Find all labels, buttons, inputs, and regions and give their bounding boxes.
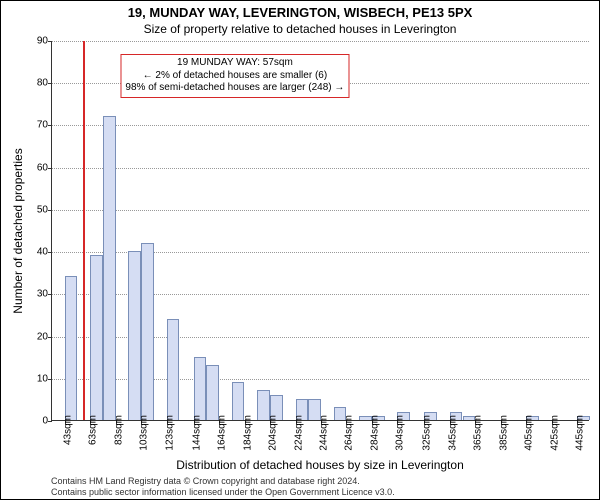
y-tick-mark <box>48 421 52 422</box>
grid-line <box>52 210 589 211</box>
y-axis-title: Number of detached properties <box>11 41 25 421</box>
x-tick-label: 83sqm <box>113 415 124 445</box>
y-tick-mark <box>48 41 52 42</box>
x-tick-label: 184sqm <box>242 415 253 451</box>
y-tick-mark <box>48 294 52 295</box>
page-title: 19, MUNDAY WAY, LEVERINGTON, WISBECH, PE… <box>1 5 599 20</box>
x-tick-label: 445sqm <box>575 415 586 451</box>
y-tick-mark <box>48 125 52 126</box>
x-tick-label: 405sqm <box>524 415 535 451</box>
x-tick-label: 264sqm <box>344 415 355 451</box>
x-tick-label: 103sqm <box>139 415 150 451</box>
histogram-bar <box>103 116 116 420</box>
x-tick-label: 385sqm <box>498 415 509 451</box>
x-tick-label: 63sqm <box>88 415 99 445</box>
histogram-bar <box>65 276 78 420</box>
y-tick-mark <box>48 168 52 169</box>
x-tick-label: 345sqm <box>447 415 458 451</box>
x-tick-label: 304sqm <box>395 415 406 451</box>
y-tick-label: 70 <box>24 120 48 131</box>
x-axis-title: Distribution of detached houses by size … <box>51 458 589 472</box>
footer-line-1: Contains HM Land Registry data © Crown c… <box>51 476 589 486</box>
grid-line <box>52 41 589 42</box>
property-marker-line <box>83 41 85 420</box>
footer-line-2: Contains public sector information licen… <box>51 487 589 497</box>
y-tick-label: 60 <box>24 162 48 173</box>
y-tick-mark <box>48 379 52 380</box>
y-tick-label: 0 <box>24 416 48 427</box>
histogram-bar <box>167 319 180 420</box>
grid-line <box>52 125 589 126</box>
x-tick-label: 123sqm <box>164 415 175 451</box>
x-tick-label: 365sqm <box>473 415 484 451</box>
x-tick-label: 164sqm <box>217 415 228 451</box>
annotation-line: 19 MUNDAY WAY: 57sqm <box>125 57 344 70</box>
footer: Contains HM Land Registry data © Crown c… <box>51 476 589 497</box>
grid-line <box>52 168 589 169</box>
y-tick-mark <box>48 83 52 84</box>
y-tick-label: 20 <box>24 331 48 342</box>
annotation-line: 98% of semi-detached houses are larger (… <box>125 82 344 95</box>
y-tick-mark <box>48 337 52 338</box>
annotation-box: 19 MUNDAY WAY: 57sqm← 2% of detached hou… <box>120 54 349 98</box>
histogram-bar <box>194 357 207 420</box>
y-tick-label: 80 <box>24 78 48 89</box>
y-tick-label: 10 <box>24 373 48 384</box>
x-tick-label: 425sqm <box>549 415 560 451</box>
x-tick-label: 204sqm <box>268 415 279 451</box>
chart-subtitle: Size of property relative to detached ho… <box>1 22 599 36</box>
x-tick-label: 244sqm <box>319 415 330 451</box>
x-tick-label: 43sqm <box>62 415 73 445</box>
chart-container: 19, MUNDAY WAY, LEVERINGTON, WISBECH, PE… <box>0 0 600 500</box>
histogram-bar <box>141 243 154 420</box>
y-tick-label: 40 <box>24 247 48 258</box>
histogram-bar <box>206 365 219 420</box>
y-tick-mark <box>48 210 52 211</box>
histogram-bar <box>90 255 103 420</box>
y-tick-mark <box>48 252 52 253</box>
annotation-line: ← 2% of detached houses are smaller (6) <box>125 70 344 83</box>
x-tick-label: 284sqm <box>369 415 380 451</box>
y-tick-label: 30 <box>24 289 48 300</box>
plot-inner: 010203040506070809043sqm63sqm83sqm103sqm… <box>51 41 589 421</box>
y-tick-label: 90 <box>24 36 48 47</box>
y-tick-label: 50 <box>24 204 48 215</box>
x-tick-label: 224sqm <box>293 415 304 451</box>
x-tick-label: 325sqm <box>422 415 433 451</box>
plot-area: 010203040506070809043sqm63sqm83sqm103sqm… <box>51 41 589 421</box>
x-tick-label: 144sqm <box>191 415 202 451</box>
histogram-bar <box>128 251 141 420</box>
